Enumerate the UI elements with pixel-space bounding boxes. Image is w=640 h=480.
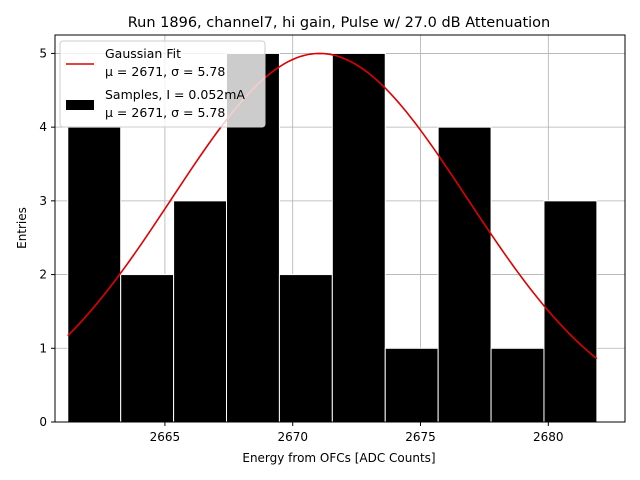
- x-axis-label: Energy from OFCs [ADC Counts]: [242, 451, 435, 465]
- y-axis-ticks: 0 1 2 3 4 5: [39, 46, 55, 429]
- y-tick-label: 3: [39, 194, 47, 208]
- plot-frame: [54, 34, 626, 423]
- x-tick-label: 2675: [405, 430, 436, 444]
- y-tick-label: 1: [39, 341, 47, 355]
- y-tick-label: 5: [39, 46, 47, 60]
- y-tick-label: 2: [39, 268, 47, 282]
- histogram-bar: [173, 200, 228, 423]
- histogram-bar: [543, 200, 598, 423]
- chart-title: Run 1896, channel7, hi gain, Pulse w/ 27…: [128, 15, 551, 31]
- y-axis-label: Entries: [15, 207, 29, 249]
- legend-box: [59, 40, 266, 128]
- fit-line: [67, 52, 598, 360]
- x-tick-label: 2680: [533, 430, 564, 444]
- histogram-bar: [278, 274, 333, 423]
- legend-samples-swatch: [66, 100, 94, 110]
- legend-samples-stats: μ = 2671, σ = 5.78: [105, 105, 225, 120]
- legend-samples-label: Samples, I = 0.052mA: [105, 87, 245, 102]
- histogram-bar: [120, 274, 175, 423]
- histogram-bar: [384, 347, 439, 423]
- x-tick-label: 2665: [150, 430, 181, 444]
- gaussian-fit-curve: [67, 52, 598, 360]
- histogram-bar: [437, 126, 492, 423]
- y-tick-label: 4: [39, 120, 47, 134]
- y-tick-label: 0: [39, 415, 47, 429]
- legend: Gaussian Fit μ = 2671, σ = 5.78 Samples,…: [59, 40, 266, 128]
- histogram-bar: [490, 347, 545, 423]
- legend-fit-stats: μ = 2671, σ = 5.78: [105, 64, 225, 79]
- histogram-bar: [67, 126, 122, 423]
- legend-fit-label: Gaussian Fit: [105, 46, 181, 61]
- histogram-bar: [331, 52, 386, 423]
- x-axis-ticks: 2665 2670 2675 2680: [150, 422, 564, 444]
- x-tick-label: 2670: [277, 430, 308, 444]
